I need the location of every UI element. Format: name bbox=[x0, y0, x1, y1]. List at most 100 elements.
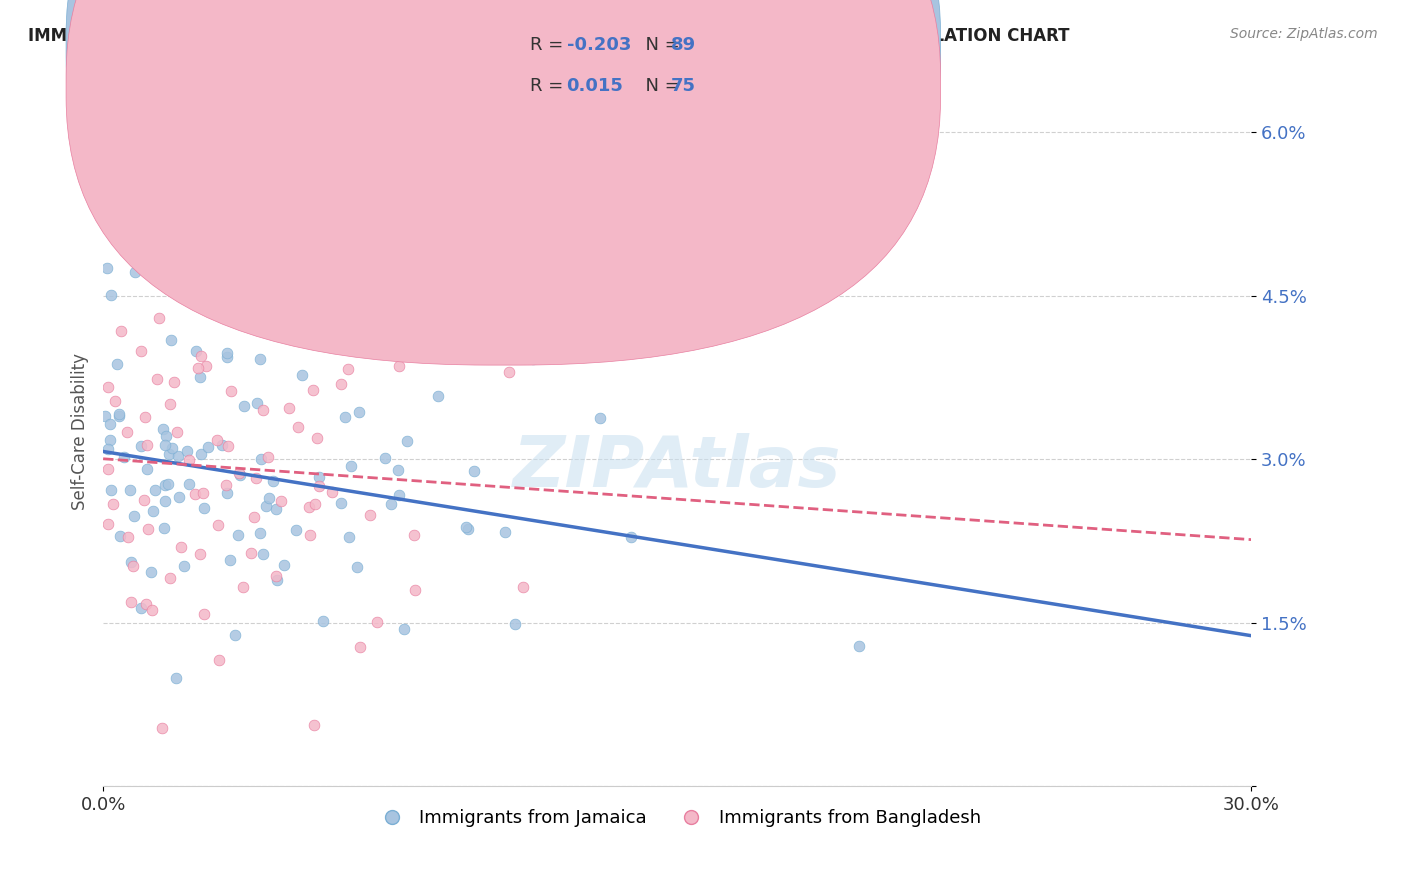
Immigrants from Bangladesh bbox=[278, 401, 301, 416]
Immigrants from Jamaica bbox=[129, 600, 152, 615]
Immigrants from Jamaica bbox=[308, 470, 330, 484]
Text: 89: 89 bbox=[671, 36, 696, 54]
Immigrants from Jamaica bbox=[454, 519, 477, 533]
Immigrants from Bangladesh bbox=[187, 361, 209, 376]
Immigrants from Bangladesh bbox=[97, 380, 120, 394]
Legend: Immigrants from Jamaica, Immigrants from Bangladesh: Immigrants from Jamaica, Immigrants from… bbox=[367, 802, 988, 834]
Immigrants from Jamaica bbox=[100, 483, 122, 497]
Immigrants from Bangladesh bbox=[252, 403, 274, 417]
Immigrants from Bangladesh bbox=[193, 485, 215, 500]
Immigrants from Jamaica bbox=[100, 288, 122, 302]
Immigrants from Jamaica bbox=[145, 483, 167, 498]
Text: N =: N = bbox=[634, 36, 686, 54]
Immigrants from Jamaica bbox=[254, 499, 277, 513]
Text: R =: R = bbox=[530, 77, 569, 95]
Immigrants from Jamaica bbox=[153, 494, 176, 508]
Immigrants from Jamaica bbox=[186, 343, 208, 358]
Immigrants from Bangladesh bbox=[136, 522, 159, 536]
Immigrants from Bangladesh bbox=[166, 425, 188, 439]
Immigrants from Jamaica bbox=[152, 422, 174, 436]
Immigrants from Jamaica bbox=[330, 496, 353, 510]
Immigrants from Bangladesh bbox=[162, 375, 184, 389]
Immigrants from Jamaica bbox=[108, 409, 131, 423]
Immigrants from Jamaica bbox=[494, 525, 516, 540]
Immigrants from Jamaica bbox=[262, 474, 284, 488]
Immigrants from Bangladesh bbox=[228, 466, 250, 480]
Immigrants from Bangladesh bbox=[308, 479, 330, 493]
Immigrants from Jamaica bbox=[522, 351, 544, 366]
Immigrants from Bangladesh bbox=[184, 487, 207, 501]
Immigrants from Bangladesh bbox=[302, 718, 325, 732]
Immigrants from Jamaica bbox=[249, 351, 271, 366]
Immigrants from Jamaica bbox=[374, 450, 396, 465]
Immigrants from Bangladesh bbox=[97, 462, 120, 476]
Immigrants from Jamaica bbox=[264, 501, 287, 516]
Immigrants from Bangladesh bbox=[299, 528, 322, 542]
Immigrants from Jamaica bbox=[333, 410, 356, 425]
Text: R =: R = bbox=[530, 36, 569, 54]
Immigrants from Jamaica bbox=[167, 490, 190, 504]
Immigrants from Bangladesh bbox=[115, 425, 138, 440]
Immigrants from Jamaica bbox=[457, 522, 479, 536]
Immigrants from Bangladesh bbox=[349, 640, 371, 654]
Immigrants from Jamaica bbox=[197, 440, 219, 454]
Immigrants from Jamaica bbox=[395, 434, 418, 448]
Immigrants from Jamaica bbox=[211, 438, 233, 452]
Immigrants from Jamaica bbox=[848, 640, 870, 654]
Immigrants from Bangladesh bbox=[412, 277, 434, 291]
Immigrants from Bangladesh bbox=[188, 547, 211, 561]
Immigrants from Jamaica bbox=[124, 264, 146, 278]
Immigrants from Jamaica bbox=[120, 555, 142, 569]
Immigrants from Jamaica bbox=[173, 558, 195, 573]
Immigrants from Bangladesh bbox=[207, 517, 229, 532]
Immigrants from Bangladesh bbox=[104, 394, 127, 409]
Immigrants from Bangladesh bbox=[194, 359, 217, 374]
Immigrants from Bangladesh bbox=[239, 546, 262, 560]
Immigrants from Bangladesh bbox=[270, 493, 292, 508]
Immigrants from Jamaica bbox=[96, 442, 118, 456]
Immigrants from Bangladesh bbox=[135, 597, 157, 611]
Immigrants from Jamaica bbox=[112, 450, 135, 465]
Immigrants from Jamaica bbox=[285, 523, 308, 537]
Immigrants from Bangladesh bbox=[170, 540, 193, 554]
Immigrants from Jamaica bbox=[426, 389, 449, 403]
Immigrants from Jamaica bbox=[98, 433, 121, 447]
Immigrants from Jamaica bbox=[388, 488, 411, 502]
Immigrants from Bangladesh bbox=[321, 485, 343, 500]
Immigrants from Bangladesh bbox=[120, 594, 142, 608]
Immigrants from Jamaica bbox=[312, 615, 335, 629]
Immigrants from Jamaica bbox=[153, 478, 176, 492]
Y-axis label: Self-Care Disability: Self-Care Disability bbox=[72, 353, 89, 510]
Immigrants from Bangladesh bbox=[134, 493, 156, 508]
Immigrants from Bangladesh bbox=[242, 510, 264, 524]
Text: ZIPAtlas: ZIPAtlas bbox=[513, 433, 841, 502]
Immigrants from Bangladesh bbox=[136, 438, 159, 452]
Immigrants from Bangladesh bbox=[287, 420, 309, 434]
Immigrants from Bangladesh bbox=[159, 571, 181, 585]
Immigrants from Bangladesh bbox=[134, 409, 156, 424]
Immigrants from Bangladesh bbox=[146, 372, 169, 386]
Immigrants from Bangladesh bbox=[97, 516, 120, 531]
Immigrants from Jamaica bbox=[463, 464, 485, 478]
Immigrants from Bangladesh bbox=[207, 434, 229, 448]
Immigrants from Bangladesh bbox=[264, 569, 287, 583]
Immigrants from Jamaica bbox=[152, 521, 174, 535]
Immigrants from Bangladesh bbox=[217, 438, 239, 452]
Immigrants from Bangladesh bbox=[404, 528, 426, 542]
Immigrants from Bangladesh bbox=[208, 653, 231, 667]
Immigrants from Jamaica bbox=[226, 528, 249, 542]
Immigrants from Jamaica bbox=[273, 558, 295, 572]
Immigrants from Jamaica bbox=[177, 477, 200, 491]
Immigrants from Jamaica bbox=[190, 447, 212, 461]
Immigrants from Jamaica bbox=[98, 417, 121, 432]
Immigrants from Jamaica bbox=[346, 559, 368, 574]
Immigrants from Jamaica bbox=[176, 444, 198, 458]
Immigrants from Jamaica bbox=[228, 468, 250, 483]
Immigrants from Jamaica bbox=[394, 622, 416, 636]
Immigrants from Jamaica bbox=[107, 358, 129, 372]
Immigrants from Bangladesh bbox=[498, 366, 520, 380]
Immigrants from Jamaica bbox=[165, 671, 187, 685]
Immigrants from Jamaica bbox=[139, 565, 162, 579]
Immigrants from Jamaica bbox=[249, 525, 271, 540]
Immigrants from Jamaica bbox=[257, 491, 280, 505]
